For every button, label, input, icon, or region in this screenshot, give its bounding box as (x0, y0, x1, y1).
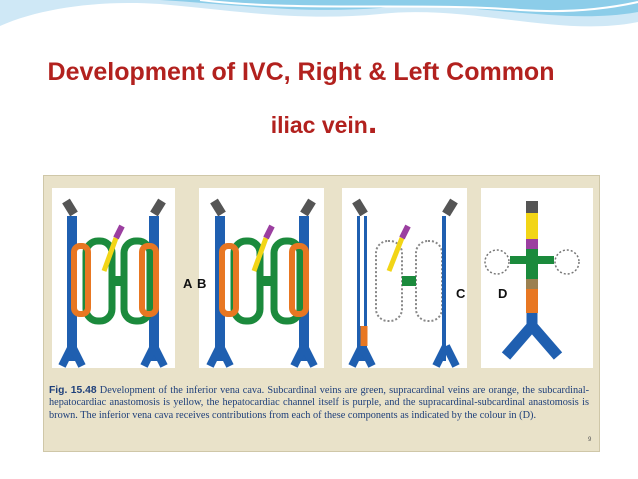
panel-b-veins (206, 198, 318, 368)
slide-title-text: iliac vein (270, 112, 368, 138)
panel-a-veins (58, 198, 168, 368)
panel-d-ivc (484, 201, 580, 360)
ivc-development-diagram: A B C D (52, 188, 593, 368)
panel-label-d: D (498, 286, 507, 301)
panel-label-b: B (197, 276, 206, 291)
panel-label-a: A (183, 276, 193, 291)
slide-title-line1: Development of IVC, Right & Left Common (47, 58, 555, 86)
figure-panel: A B C D (43, 175, 600, 452)
panel-c-veins (348, 198, 460, 368)
panel-label-c: C (456, 286, 466, 301)
figure-caption: Fig. 15.48 Development of the inferior v… (49, 385, 589, 422)
caption-text: Development of the inferior vena cava. S… (49, 385, 589, 421)
slide-header-wave (0, 0, 638, 27)
slide-title-line2: iliac vein. (5, 105, 638, 139)
caption-label: Fig. 15.48 (49, 385, 97, 396)
slide-title-period: . (367, 103, 378, 141)
page-number: 9 (588, 437, 592, 443)
